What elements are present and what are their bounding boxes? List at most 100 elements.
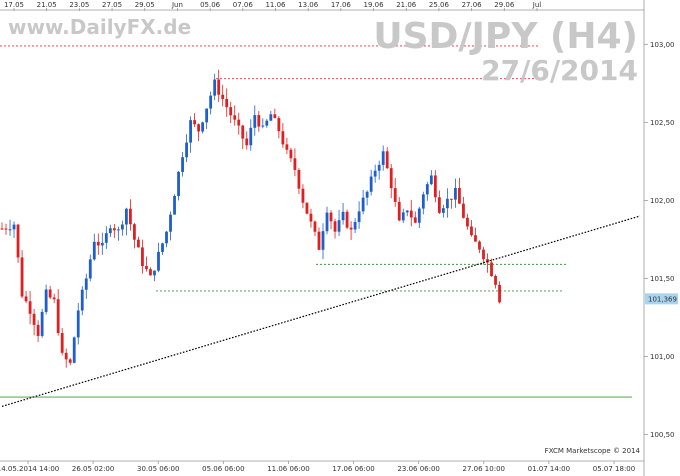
candle-body <box>289 149 293 159</box>
bottom-axis-label: 05.06 06:00 <box>202 465 244 473</box>
candle-body <box>96 241 100 246</box>
candle-body <box>329 212 333 222</box>
candle-body <box>193 120 196 125</box>
candles <box>0 69 501 368</box>
candle-body <box>52 297 56 300</box>
candle-body <box>277 118 281 132</box>
candle-body <box>474 235 477 242</box>
candle-body <box>28 301 32 314</box>
candle-body <box>373 170 377 177</box>
top-axis-label: 17.05 <box>4 1 24 9</box>
candle-body <box>369 176 373 192</box>
candle-body <box>32 313 36 325</box>
candle-body <box>64 352 68 360</box>
candle-body <box>353 221 357 230</box>
candle-body <box>253 115 257 128</box>
candle-body <box>56 299 60 334</box>
candle-body <box>445 198 449 209</box>
bottom-axis-label: 11.06 06:00 <box>267 465 309 473</box>
price-tick-label: 102,00 <box>650 197 675 205</box>
candle-body <box>189 120 192 143</box>
candle-body <box>498 284 501 303</box>
candle-body <box>454 187 457 200</box>
candle-body <box>124 208 128 225</box>
candle-body <box>108 228 112 234</box>
candle-body <box>245 138 249 146</box>
candle-body <box>12 224 16 230</box>
candle-body <box>478 241 481 250</box>
candle-body <box>389 168 393 189</box>
candle-body <box>333 221 337 232</box>
candle-body <box>36 324 40 336</box>
candle-body <box>48 289 52 298</box>
top-axis-label: Jun <box>171 1 183 9</box>
top-date-axis: 17.05 21.05 23.05 27.05 29.05 Jun 05.06 07.06 11… <box>4 1 541 11</box>
candle-body <box>129 208 132 225</box>
candle-body <box>466 217 469 227</box>
chart-title: USD/JPY (H4) <box>373 16 638 57</box>
top-axis-label: 29.05 <box>135 1 155 9</box>
candle-body <box>458 187 461 204</box>
candle-body <box>357 211 361 222</box>
candle-body <box>8 229 12 231</box>
candle-body <box>421 194 425 209</box>
candle-body <box>0 228 4 230</box>
candle-body <box>281 131 285 145</box>
candle-body <box>401 212 405 221</box>
candle-body <box>482 249 485 260</box>
candle-body <box>337 220 341 232</box>
candle-body <box>305 202 309 214</box>
candle-body <box>237 119 241 126</box>
bottom-axis-label: 23.06 06:00 <box>397 465 439 473</box>
candle-body <box>209 95 213 109</box>
price-tick-label: 101,50 <box>650 275 675 283</box>
last-price-tag-box <box>645 293 678 305</box>
candle-body <box>393 188 397 202</box>
candle-body <box>233 115 237 120</box>
top-axis-label: 23.05 <box>69 1 89 9</box>
candle-body <box>173 195 176 215</box>
top-axis-label: 17.06 <box>331 1 352 9</box>
candle-body <box>88 259 92 279</box>
bottom-date-axis: 14.05.2014 14:00 26.05 02:00 30.05 06:00 05… <box>0 461 635 473</box>
candle-body <box>317 231 321 250</box>
candle-body <box>241 125 245 139</box>
candle-body <box>76 310 80 338</box>
candle-body <box>269 114 273 121</box>
bottom-axis-label: 01.07 14:00 <box>528 465 570 473</box>
candle-body <box>44 289 48 312</box>
top-axis-label: 21.05 <box>37 1 57 9</box>
candle-body <box>462 203 465 218</box>
candle-body <box>450 198 453 200</box>
candle-body <box>60 333 64 353</box>
candle-body <box>249 127 253 146</box>
candle-body <box>221 94 225 99</box>
bottom-axis-label: 17.06 06:00 <box>332 465 374 473</box>
candle-body <box>24 296 28 302</box>
credit-label: FXCM Marketscope © 2014 <box>545 447 641 455</box>
candle-body <box>301 188 305 203</box>
candle-body <box>494 276 497 285</box>
price-tick-label: 100,50 <box>650 431 675 439</box>
top-axis-label: 07.06 <box>233 1 254 9</box>
candle-body <box>377 164 381 171</box>
candle-body <box>417 208 421 223</box>
candle-body <box>470 226 473 236</box>
bottom-axis-label: 26.05 02:00 <box>72 465 114 473</box>
candle-body <box>181 157 184 172</box>
candle-body <box>100 242 104 246</box>
price-tick-label: 103,00 <box>650 41 675 49</box>
top-axis-label: 25.06 <box>429 1 450 9</box>
candle-body <box>16 224 20 258</box>
candle-body <box>213 79 217 96</box>
candle-body <box>486 259 489 263</box>
candle-body <box>116 229 120 231</box>
candle-body <box>265 120 269 126</box>
top-axis-label: Jul <box>532 1 542 9</box>
candle-body <box>92 241 96 260</box>
candle-body <box>201 122 205 132</box>
candle-body <box>341 211 345 221</box>
candle-body <box>385 151 389 169</box>
candle-body <box>409 210 413 218</box>
